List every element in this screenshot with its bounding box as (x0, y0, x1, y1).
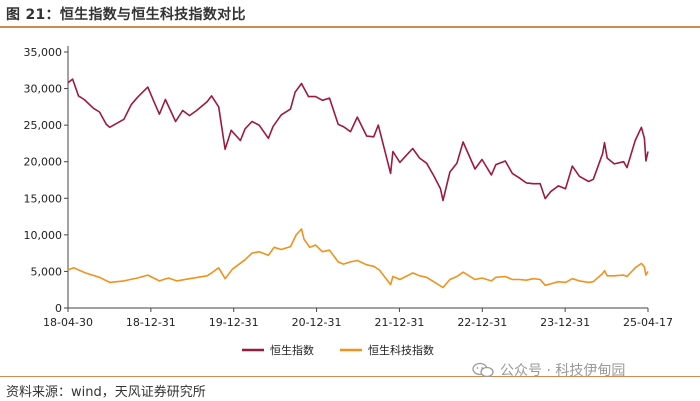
x-tick-label: 20-12-31 (292, 316, 342, 329)
x-tick-label: 23-12-31 (540, 316, 590, 329)
x-tick-label: 18-04-30 (43, 316, 93, 329)
page-title: 图 21：恒生指数与恒生科技指数对比 (6, 7, 246, 23)
y-tick-label: 30,000 (24, 83, 63, 96)
line-chart: 0 5,000 10,000 15,000 20,000 25,000 30,000 35,0… (24, 46, 673, 357)
x-tick-labels: 18-04-30 18-12-31 19-12-31 20-12-31 21-12-31… (43, 308, 673, 329)
series-line-hsi (67, 78, 649, 202)
title-divider (0, 26, 700, 28)
wechat-icon (472, 362, 494, 378)
source-divider (0, 376, 700, 377)
y-tick-label: 25,000 (24, 119, 63, 132)
series-line-hstech (67, 228, 649, 289)
watermark-text: 公众号 · 科技伊甸园 (500, 363, 626, 379)
y-tick-label: 15,000 (24, 192, 63, 205)
x-tick-label: 22-12-31 (457, 316, 507, 329)
source-note: 资料来源：wind，天风证券研究所 (6, 385, 206, 400)
legend-label-hsi: 恒生指数 (270, 343, 314, 357)
y-tick-label: 5,000 (31, 265, 63, 278)
chart-legend: 恒生指数 恒生科技指数 (242, 343, 434, 357)
x-tick-label: 21-12-31 (374, 316, 424, 329)
y-tick-label: 35,000 (24, 46, 63, 59)
watermark: 公众号 · 科技伊甸园 (472, 360, 625, 380)
y-tick-label: 0 (55, 302, 62, 315)
y-tick-label: 10,000 (24, 229, 63, 242)
x-tick-label: 25-04-17 (623, 316, 673, 329)
y-tick-label: 20,000 (24, 156, 63, 169)
y-tick-labels: 0 5,000 10,000 15,000 20,000 25,000 30,000 35,0… (24, 46, 68, 315)
x-tick-label: 18-12-31 (126, 316, 176, 329)
x-tick-label: 19-12-31 (209, 316, 259, 329)
legend-label-hstech: 恒生科技指数 (368, 343, 434, 357)
